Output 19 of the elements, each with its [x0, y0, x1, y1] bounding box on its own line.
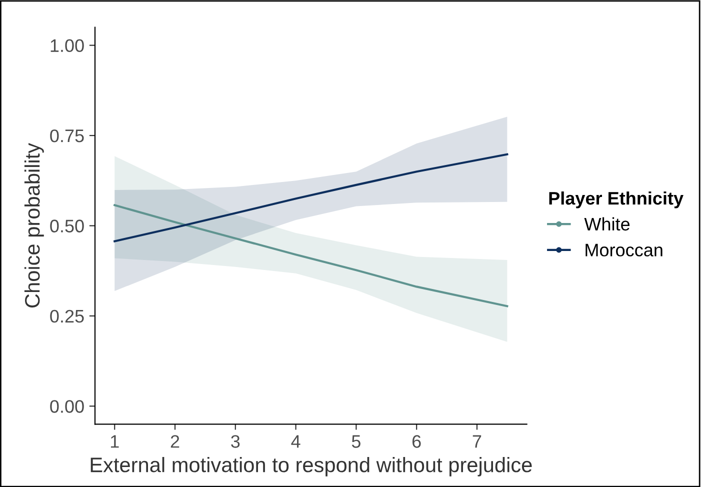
- legend-title: Player Ethnicity: [549, 191, 684, 208]
- y-tick-label: 0.75: [50, 129, 84, 142]
- line-series: [114, 204, 508, 308]
- x-tick-label: 6: [412, 435, 421, 448]
- x-tick-label: 5: [352, 435, 360, 448]
- x-tick-label: 7: [472, 435, 482, 448]
- y-tick-label: 0.50: [50, 220, 84, 232]
- y-tick-label: 0.25: [50, 310, 84, 323]
- x-tick-label: 1: [110, 435, 119, 448]
- y-tick-label: 1.00: [50, 39, 84, 52]
- line-series: [114, 153, 508, 242]
- x-axis-title: External motivation to respond without prejudice: [90, 456, 532, 476]
- x-tick-label: 2: [170, 435, 180, 448]
- y-tick-label: 0.00: [50, 400, 84, 413]
- x-tick-label: 3: [231, 435, 240, 448]
- legend-label: White: [584, 217, 630, 231]
- y-axis-title: Choice probability: [24, 142, 44, 308]
- legend-label: Moroccan: [586, 244, 662, 256]
- x-tick-label: 4: [291, 435, 300, 448]
